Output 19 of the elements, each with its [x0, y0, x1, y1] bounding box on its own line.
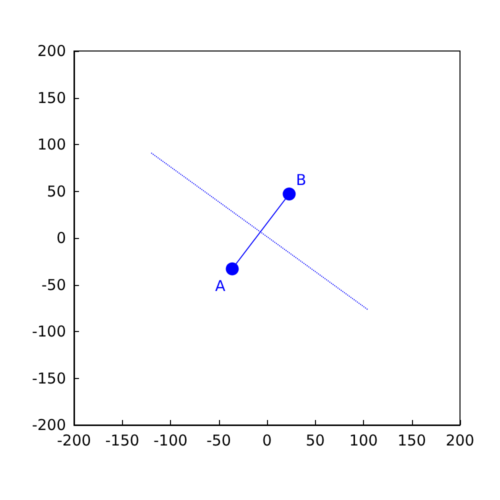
x-tick-label: -50 — [206, 432, 231, 450]
x-tick-label: 0 — [262, 432, 272, 450]
y-tick-label: -150 — [32, 369, 66, 388]
y-tick-label: -50 — [42, 276, 66, 294]
annotation: A — [215, 276, 226, 295]
y-tick-label: -200 — [32, 416, 66, 434]
y-tick-label: 150 — [37, 88, 66, 107]
y-tick-label: 200 — [37, 42, 66, 60]
x-tick-label: -150 — [105, 432, 140, 450]
x-tick-label: 200 — [446, 432, 474, 450]
annotation: B — [296, 171, 306, 190]
y-tick-label: 100 — [37, 136, 66, 154]
y-tick-label: -100 — [32, 322, 66, 340]
x-tick-label: 150 — [397, 432, 426, 450]
x-tick-label: 100 — [349, 432, 378, 450]
x-tick-label: -100 — [153, 432, 188, 450]
x-tick-label: 50 — [306, 432, 325, 450]
y-tick-label: 50 — [46, 182, 66, 200]
y-tick-label: 0 — [56, 229, 66, 247]
